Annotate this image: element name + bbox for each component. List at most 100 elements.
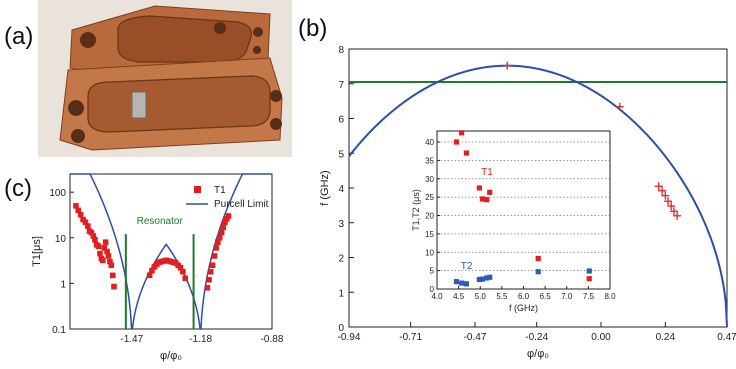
point-t1 [213,245,219,251]
inset-x-tick-label: 4.0 [431,292,443,301]
point-t1 [222,219,228,225]
inset-y-ticks: 0 5 10 15 20 25 30 35 40 [425,138,440,294]
point-t1 [211,253,218,259]
screw-hole [270,90,282,102]
inset-x-tick-label: 4.5 [453,292,465,301]
chart-b-markers [503,61,682,220]
point-t1 [109,272,116,279]
inset-point-t1 [535,255,541,262]
point-t1 [182,275,189,281]
point-t1 [102,239,109,245]
point-t1 [95,243,102,250]
inset-point-t2 [453,279,460,285]
inset-point-t2 [484,275,490,281]
chart-b: -0.94 -0.71 -0.47 -0.24 0.00 0.24 0.47 0 1 2 3 4 5 6… [319,45,736,360]
y-tick-label: 1 [60,279,66,290]
point-t1 [180,268,186,275]
x-tick-label: 0.24 [656,332,676,343]
x-tick-label: 0.00 [591,332,611,343]
point-t1 [85,223,91,229]
legend-label-t1: T1 [214,185,226,196]
y-tick-label: 100 [49,188,66,199]
inset-y-tick-label: 10 [425,248,434,257]
inset-point-t1 [586,276,592,282]
point-t1 [97,250,103,257]
inset-grid [437,141,610,272]
point-t1 [111,283,117,290]
point-t1 [177,264,184,271]
inset-y-tick-label: 40 [425,138,434,147]
inset-x-tick-label: 7.5 [583,292,595,301]
point-t1 [220,224,227,231]
y-tick-label: 1 [338,288,344,299]
point-t1 [224,216,230,222]
chart-c-y-label: T1[μs] [31,236,43,267]
screw-hole [214,22,226,34]
inset-x-tick-label: 7.0 [561,292,573,301]
inset-x-tick-label: 5.5 [496,292,508,301]
point-t1 [77,211,84,218]
inset-x-tick-label: 8.0 [604,292,616,301]
point-t1 [92,237,98,243]
screw-hole [270,118,282,130]
inset-y-tick-label: 30 [425,175,434,184]
inset-y-tick-label: 20 [425,212,434,221]
inset-y-tick-label: 35 [425,156,434,165]
chart-c-x-ticks: -1.47 -1.18 -0.88 [120,325,284,345]
y-tick-label: 2 [338,254,344,265]
panel-label-a: (a) [4,23,33,50]
inset-point-t1 [484,197,490,203]
y-tick-label: 5 [338,149,344,160]
point-t1 [215,239,221,245]
panel-a-photo [38,0,292,157]
point-t1 [149,267,155,274]
chart-b-curve [348,64,728,328]
inset-point-t2 [535,269,541,275]
screw-hole [80,32,96,48]
point-t1 [88,229,95,236]
x-tick-label: -0.88 [261,334,284,345]
chart-c-frame [69,173,273,330]
inset-point-t1 [453,139,460,145]
chart-c: -1.47 -1.18 -0.88 0.1 1 10 100 Resonator T1 P… [31,173,284,362]
x-tick-label: -1.47 [120,334,143,345]
legend-marker-t1 [194,186,201,193]
chart-c-legend: T1 Purcell Limit [186,185,269,210]
chart-b-y-ticks: 0 1 2 3 4 5 6 7 8 [338,45,354,334]
cavity-slot-bottom [87,75,271,133]
inset-x-tick-label: 6.0 [518,292,530,301]
panel-label-c: (c) [4,175,32,202]
inset-y-tick-label: 5 [430,267,435,276]
inset-x-ticks: 4.0 4.5 5.0 5.5 6.0 6.5 7.0 7.5 8.0 [431,286,616,301]
point-t1 [146,272,153,279]
inset-y-tick-label: 15 [425,230,434,239]
point-t1 [75,207,82,214]
y-tick-label: 4 [338,184,344,195]
inset-point-t2 [463,281,470,287]
chart-c-purcell-curve [70,173,272,330]
x-tick-label: -1.18 [189,334,212,345]
inset-point-t2 [586,268,592,274]
point-t1 [105,253,112,259]
inset-x-tick-label: 5.0 [475,292,487,301]
point-t1 [82,219,89,225]
point-t1 [104,248,110,255]
x-tick-label: -0.24 [525,332,548,343]
point-t1 [107,258,113,265]
y-tick-label: 3 [338,219,344,230]
inset-points [453,130,592,287]
chart-b-y-label: f (GHz) [319,170,331,205]
y-tick-label: 8 [338,45,344,56]
y-tick-label: 0.1 [52,325,66,336]
inset-point-t1 [479,196,486,202]
point-t1 [216,234,223,241]
inset-frame [436,130,611,290]
inset-point-t2 [476,276,482,283]
y-tick-label: 7 [338,80,344,91]
x-tick-label: 0.47 [717,332,736,343]
inset-point-t2 [479,276,486,282]
cavity-slot-top [117,15,253,63]
x-tick-label: -0.47 [464,332,487,343]
inset-point-t1 [476,185,482,191]
